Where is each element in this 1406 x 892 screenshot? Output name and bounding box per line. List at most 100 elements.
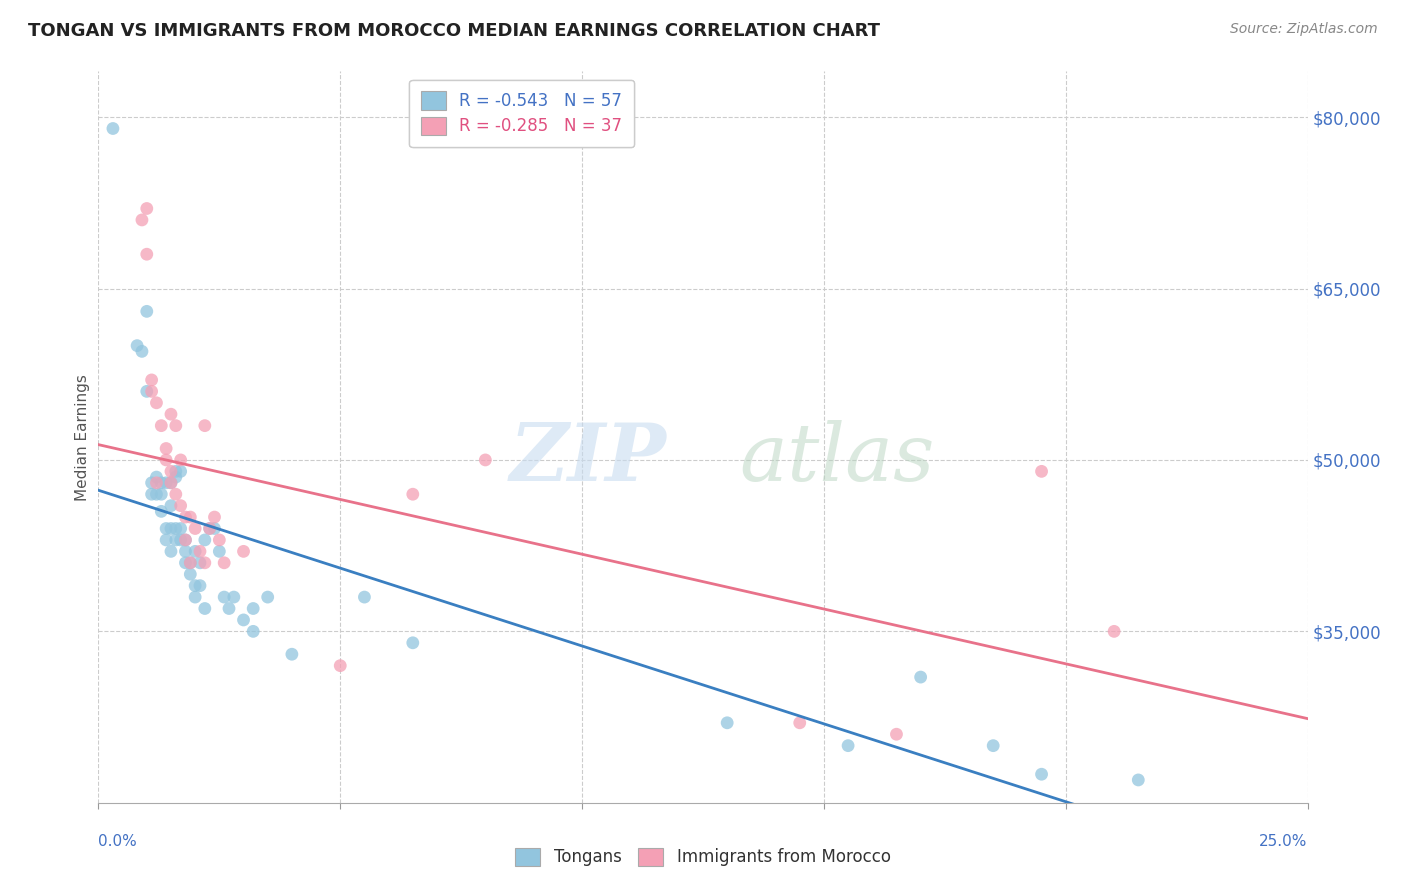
- Point: [886, 727, 908, 741]
- Point: [150, 487, 173, 501]
- Point: [165, 521, 187, 535]
- Text: 0.0%: 0.0%: [98, 834, 138, 849]
- Point: [184, 544, 207, 558]
- Point: [155, 475, 177, 490]
- Point: [194, 533, 217, 547]
- Point: [1128, 772, 1150, 787]
- Point: [402, 487, 425, 501]
- Point: [165, 533, 187, 547]
- Point: [222, 590, 245, 604]
- Point: [160, 407, 183, 421]
- Point: [141, 373, 163, 387]
- Y-axis label: Median Earnings: Median Earnings: [75, 374, 90, 500]
- Point: [716, 715, 738, 730]
- Point: [188, 556, 211, 570]
- Point: [981, 739, 1004, 753]
- Point: [155, 533, 177, 547]
- Point: [160, 544, 183, 558]
- Point: [179, 556, 201, 570]
- Point: [402, 636, 425, 650]
- Point: [150, 504, 173, 518]
- Point: [169, 499, 191, 513]
- Point: [218, 601, 240, 615]
- Point: [160, 475, 183, 490]
- Point: [281, 647, 304, 661]
- Point: [184, 579, 207, 593]
- Point: [169, 464, 191, 478]
- Point: [131, 213, 153, 227]
- Text: 25.0%: 25.0%: [1260, 834, 1308, 849]
- Point: [165, 464, 187, 478]
- Text: Source: ZipAtlas.com: Source: ZipAtlas.com: [1230, 22, 1378, 37]
- Point: [198, 521, 221, 535]
- Point: [127, 338, 149, 352]
- Point: [179, 567, 201, 582]
- Point: [194, 418, 217, 433]
- Point: [174, 544, 197, 558]
- Point: [145, 487, 167, 501]
- Point: [1102, 624, 1125, 639]
- Point: [145, 470, 167, 484]
- Point: [135, 247, 157, 261]
- Point: [145, 475, 167, 490]
- Point: [188, 544, 211, 558]
- Point: [150, 418, 173, 433]
- Point: [212, 556, 235, 570]
- Point: [165, 418, 187, 433]
- Point: [160, 499, 183, 513]
- Point: [184, 590, 207, 604]
- Point: [208, 533, 231, 547]
- Point: [232, 544, 254, 558]
- Point: [212, 590, 235, 604]
- Point: [135, 304, 157, 318]
- Point: [169, 521, 191, 535]
- Text: atlas: atlas: [740, 420, 935, 498]
- Point: [155, 521, 177, 535]
- Point: [135, 384, 157, 399]
- Point: [155, 453, 177, 467]
- Point: [194, 601, 217, 615]
- Point: [165, 470, 187, 484]
- Point: [165, 487, 187, 501]
- Point: [184, 521, 207, 535]
- Point: [242, 601, 264, 615]
- Point: [101, 121, 124, 136]
- Point: [194, 556, 217, 570]
- Point: [150, 475, 173, 490]
- Point: [329, 658, 352, 673]
- Point: [474, 453, 496, 467]
- Legend: Tongans, Immigrants from Morocco: Tongans, Immigrants from Morocco: [508, 839, 898, 875]
- Point: [155, 442, 177, 456]
- Point: [1031, 464, 1053, 478]
- Point: [169, 453, 191, 467]
- Point: [160, 475, 183, 490]
- Point: [141, 475, 163, 490]
- Point: [256, 590, 278, 604]
- Text: ZIP: ZIP: [510, 420, 666, 498]
- Point: [204, 521, 226, 535]
- Point: [837, 739, 859, 753]
- Point: [910, 670, 932, 684]
- Point: [1031, 767, 1053, 781]
- Point: [208, 544, 231, 558]
- Point: [141, 384, 163, 399]
- Point: [789, 715, 811, 730]
- Point: [204, 510, 226, 524]
- Legend: R = -0.543   N = 57, R = -0.285   N = 37: R = -0.543 N = 57, R = -0.285 N = 37: [409, 79, 634, 147]
- Point: [160, 521, 183, 535]
- Point: [160, 464, 183, 478]
- Point: [174, 533, 197, 547]
- Point: [169, 533, 191, 547]
- Point: [174, 533, 197, 547]
- Point: [188, 579, 211, 593]
- Point: [131, 344, 153, 359]
- Point: [174, 510, 197, 524]
- Point: [232, 613, 254, 627]
- Point: [179, 556, 201, 570]
- Point: [353, 590, 375, 604]
- Point: [242, 624, 264, 639]
- Point: [179, 510, 201, 524]
- Point: [145, 396, 167, 410]
- Point: [135, 202, 157, 216]
- Point: [174, 556, 197, 570]
